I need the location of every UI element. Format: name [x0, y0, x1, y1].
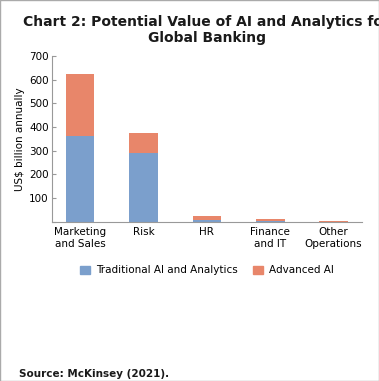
Bar: [256, 219, 285, 221]
Bar: [129, 133, 158, 153]
Text: Source: McKinsey (2021).: Source: McKinsey (2021).: [19, 369, 169, 379]
Bar: [66, 136, 94, 222]
Bar: [193, 216, 221, 221]
Y-axis label: US$ billion annually: US$ billion annually: [15, 87, 25, 190]
Bar: [66, 74, 94, 136]
Title: Chart 2: Potential Value of AI and Analytics for
Global Banking: Chart 2: Potential Value of AI and Analy…: [23, 15, 379, 45]
Legend: Traditional AI and Analytics, Advanced AI: Traditional AI and Analytics, Advanced A…: [76, 261, 338, 279]
Bar: [256, 221, 285, 222]
Bar: [193, 221, 221, 222]
Bar: [129, 153, 158, 222]
